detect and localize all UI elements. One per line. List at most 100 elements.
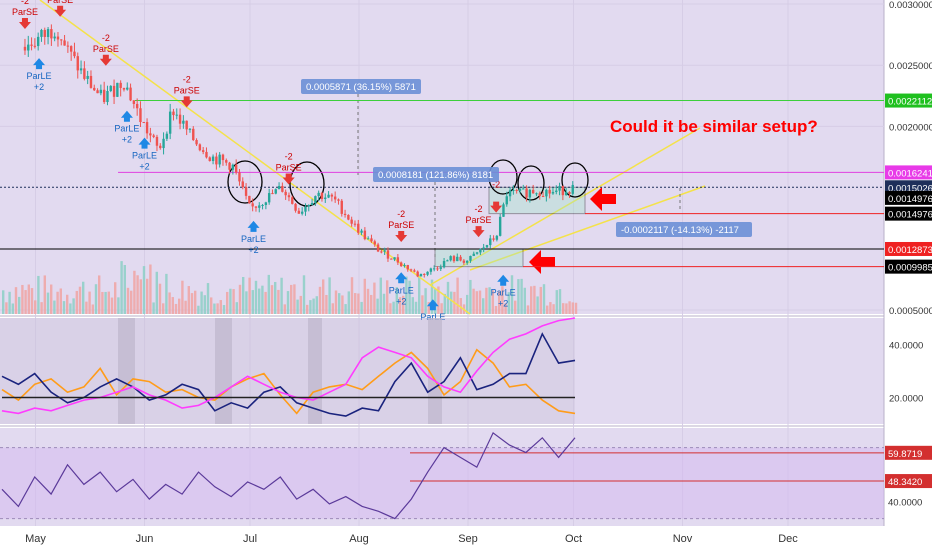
sell-arrow-icon xyxy=(54,5,67,17)
candle-body xyxy=(393,257,396,260)
candle-body xyxy=(330,194,334,197)
candle-body xyxy=(475,252,479,254)
volume-bar xyxy=(299,295,302,314)
volume-bar xyxy=(437,286,440,314)
volume-bar xyxy=(235,302,238,314)
time-axis-bg xyxy=(0,526,884,550)
candle-body xyxy=(139,108,142,123)
volume-bar xyxy=(53,300,56,314)
volume-bar xyxy=(331,303,334,314)
signal-count: +2 xyxy=(139,162,149,172)
candle-body xyxy=(505,196,508,205)
candle-body xyxy=(63,40,66,46)
volume-bar xyxy=(18,296,21,314)
volume-bar xyxy=(248,277,251,314)
candle-body xyxy=(86,75,89,79)
buy-arrow-icon xyxy=(33,58,46,70)
volume-bar xyxy=(562,303,565,314)
strategy-signals: -2ParSE-2ParSEParLE+2-2ParSEParLE+2ParLE… xyxy=(12,0,516,322)
volume-bar xyxy=(427,302,430,314)
volume-bar xyxy=(104,291,107,314)
signal-label: ParSE xyxy=(12,7,38,17)
signal-count: +2 xyxy=(248,245,258,255)
volume-bar xyxy=(114,282,117,314)
candle-body xyxy=(53,36,56,39)
candle-body xyxy=(324,197,327,200)
volume-bar xyxy=(59,288,62,314)
volume-bar xyxy=(514,300,517,314)
volume-bar xyxy=(469,279,472,314)
signal-label: ParSE xyxy=(93,44,119,54)
measure-label-1[interactable]: 0.0005871 (36.15%) 5871 xyxy=(301,79,421,94)
volume-bar xyxy=(421,295,424,314)
volume-bar xyxy=(533,285,536,314)
measure-label-3-text: -0.0002117 (-14.13%) -2117 xyxy=(621,225,739,236)
volume-bar xyxy=(222,305,226,314)
candle-body xyxy=(357,223,360,233)
candle-body xyxy=(399,262,403,267)
candle-body xyxy=(228,162,231,170)
candle-body xyxy=(267,193,271,203)
volume-bar xyxy=(290,284,293,314)
y-tick-label: 0.0025000 xyxy=(889,61,932,72)
signal-count: -2 xyxy=(183,74,191,84)
rsi-tick-label: 59.8719 xyxy=(888,449,922,460)
candle-body xyxy=(119,82,122,88)
candle-body xyxy=(211,156,215,162)
candle-body xyxy=(350,219,353,224)
sell-arrow-icon xyxy=(395,231,408,243)
signal-label: ParLE xyxy=(491,288,516,298)
volume-bar xyxy=(267,274,270,314)
volume-bar xyxy=(98,275,101,314)
trendline-up-2 xyxy=(469,185,706,271)
volume-bar xyxy=(66,294,69,314)
candle-body xyxy=(492,238,495,240)
volume-bar xyxy=(507,292,510,314)
volume-bar xyxy=(494,305,498,314)
price-label-bg xyxy=(885,259,932,274)
x-tick-label: Jul xyxy=(243,533,257,545)
candle-body xyxy=(46,29,50,37)
candle-body xyxy=(327,194,330,198)
volume-bar xyxy=(130,290,133,314)
volume-bar xyxy=(264,291,267,314)
measure-label-2[interactable]: 0.0008181 (121.86%) 8181 xyxy=(373,167,499,182)
candle-body xyxy=(76,56,79,71)
candle-body xyxy=(479,248,482,253)
candle-body xyxy=(512,189,515,191)
candle-body xyxy=(472,253,475,256)
sell-arrow-icon xyxy=(472,226,485,238)
volume-bar xyxy=(72,298,75,314)
volume-bar xyxy=(254,280,258,314)
volume-bar xyxy=(184,300,187,314)
volume-bar xyxy=(315,296,318,314)
price-label-bg xyxy=(885,241,932,256)
volume-bar xyxy=(523,287,526,314)
volume-bar xyxy=(174,303,178,314)
candle-body xyxy=(122,87,126,90)
candle-body xyxy=(528,189,532,198)
signal-count: -2 xyxy=(475,204,483,214)
volume-bar xyxy=(418,275,421,314)
volume-bar xyxy=(117,297,120,314)
measure-label-3[interactable]: -0.0002117 (-14.13%) -2117 xyxy=(616,222,752,237)
candle-body xyxy=(297,210,301,214)
red-arrow xyxy=(590,187,616,211)
candle-body xyxy=(439,267,442,269)
x-tick-label: Aug xyxy=(349,533,369,545)
price-label: 0.0022112 xyxy=(888,97,932,108)
volume-bar xyxy=(565,303,568,314)
volume-bar xyxy=(328,277,331,314)
candle-body xyxy=(145,122,149,134)
candle-body xyxy=(373,241,376,245)
rsi-label-bg xyxy=(885,445,932,460)
price-label: 0.0012873 xyxy=(888,245,932,256)
candle-body xyxy=(518,188,522,191)
candle-body xyxy=(33,45,37,47)
volume-bar xyxy=(251,290,254,314)
rsi-label-bg xyxy=(885,474,932,489)
x-tick-label: Jun xyxy=(136,533,154,545)
volume-bar xyxy=(21,284,24,314)
volume-bar xyxy=(485,287,488,314)
